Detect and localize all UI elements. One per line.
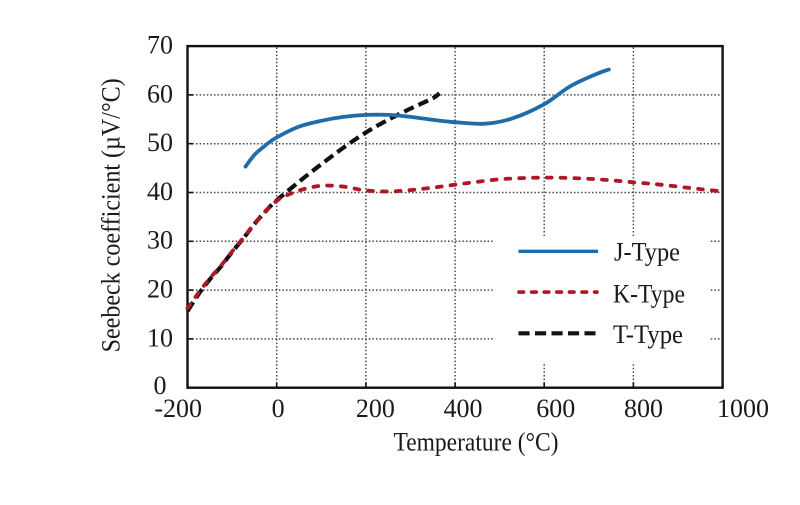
svg-text:K-Type: K-Type (613, 279, 685, 308)
svg-text:60: 60 (147, 79, 173, 108)
svg-text:Temperature (°C): Temperature (°C) (394, 428, 559, 457)
svg-text:-200: -200 (154, 394, 202, 423)
svg-text:800: 800 (624, 394, 663, 423)
svg-text:10: 10 (147, 323, 173, 352)
svg-text:600: 600 (536, 394, 575, 423)
svg-text:20: 20 (147, 275, 173, 304)
svg-text:30: 30 (147, 226, 173, 255)
svg-text:400: 400 (444, 394, 483, 423)
svg-text:50: 50 (147, 128, 173, 157)
svg-text:T-Type: T-Type (613, 320, 683, 349)
svg-text:J-Type: J-Type (614, 237, 680, 266)
svg-text:1000: 1000 (717, 394, 769, 423)
svg-text:0: 0 (154, 371, 167, 400)
svg-text:70: 70 (147, 31, 173, 60)
svg-text:200: 200 (356, 394, 395, 423)
svg-text:0: 0 (272, 394, 285, 423)
svg-text:Seebeck coefficient (µV/°C): Seebeck coefficient (µV/°C) (96, 78, 125, 352)
svg-text:40: 40 (147, 177, 173, 206)
